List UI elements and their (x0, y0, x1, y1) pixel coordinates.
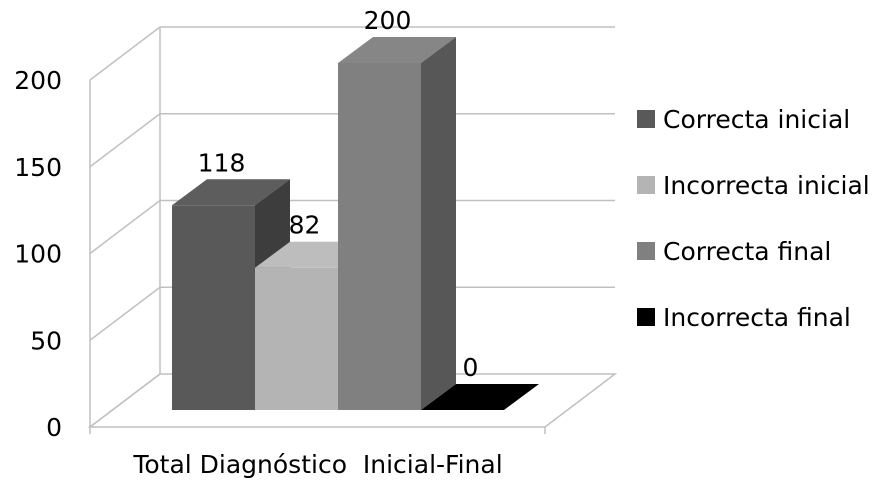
legend-label: Incorrecta inicial (663, 171, 870, 200)
legend-swatch (637, 308, 655, 326)
legend-label: Correcta inicial (663, 105, 850, 134)
legend-item-correcta-inicial: Correcta inicial (637, 105, 850, 134)
bar-correcta-final (338, 37, 456, 410)
y-tick-label-0: 0 (46, 413, 62, 442)
legend-swatch (637, 242, 655, 260)
bar-top-face (172, 179, 290, 206)
y-axis-ticks: 0 50 100 150 200 (14, 66, 62, 442)
data-label-correcta-inicial: 118 (198, 148, 246, 177)
legend-item-correcta-final: Correcta final (637, 237, 831, 266)
data-label-incorrecta-final: 0 (463, 353, 479, 382)
x-axis-categories: Total Diagnóstico Inicial-Final (132, 450, 502, 479)
y-tick-label-150: 150 (14, 153, 62, 182)
y-tick-label-100: 100 (14, 240, 62, 269)
data-label-incorrecta-inicial: 82 (289, 211, 321, 240)
grid-diagonal-200 (89, 26, 161, 81)
legend-label: Incorrecta final (663, 303, 851, 332)
bar-front-face (338, 63, 421, 410)
bar-front-face (172, 205, 255, 410)
bars-layer (172, 37, 539, 410)
bar-top-face (421, 384, 539, 410)
legend-swatch (637, 110, 655, 128)
bar-side-face (421, 37, 456, 410)
bar-front-face (255, 267, 338, 410)
y-tick-label-200: 200 (14, 66, 62, 95)
grid-diagonal-50 (89, 286, 161, 341)
bar-incorrecta-final (421, 384, 539, 410)
data-label-correcta-final: 200 (364, 6, 412, 35)
legend-item-incorrecta-inicial: Incorrecta inicial (637, 171, 870, 200)
grid-diagonal-150 (89, 113, 161, 168)
category-label: Total Diagnóstico Inicial-Final (132, 450, 502, 479)
y-tick-label-50: 50 (30, 326, 62, 355)
bar-top-face (338, 37, 456, 63)
data-labels-layer: 118 82 200 0 (198, 6, 479, 382)
legend-item-incorrecta-final: Incorrecta final (637, 303, 851, 332)
floor (87, 373, 618, 428)
legend-swatch (637, 176, 655, 194)
legend: Correcta inicial Incorrecta inicial Correc… (637, 105, 870, 332)
grid-diagonal-100 (89, 199, 161, 255)
legend-label: Correcta final (663, 237, 831, 266)
